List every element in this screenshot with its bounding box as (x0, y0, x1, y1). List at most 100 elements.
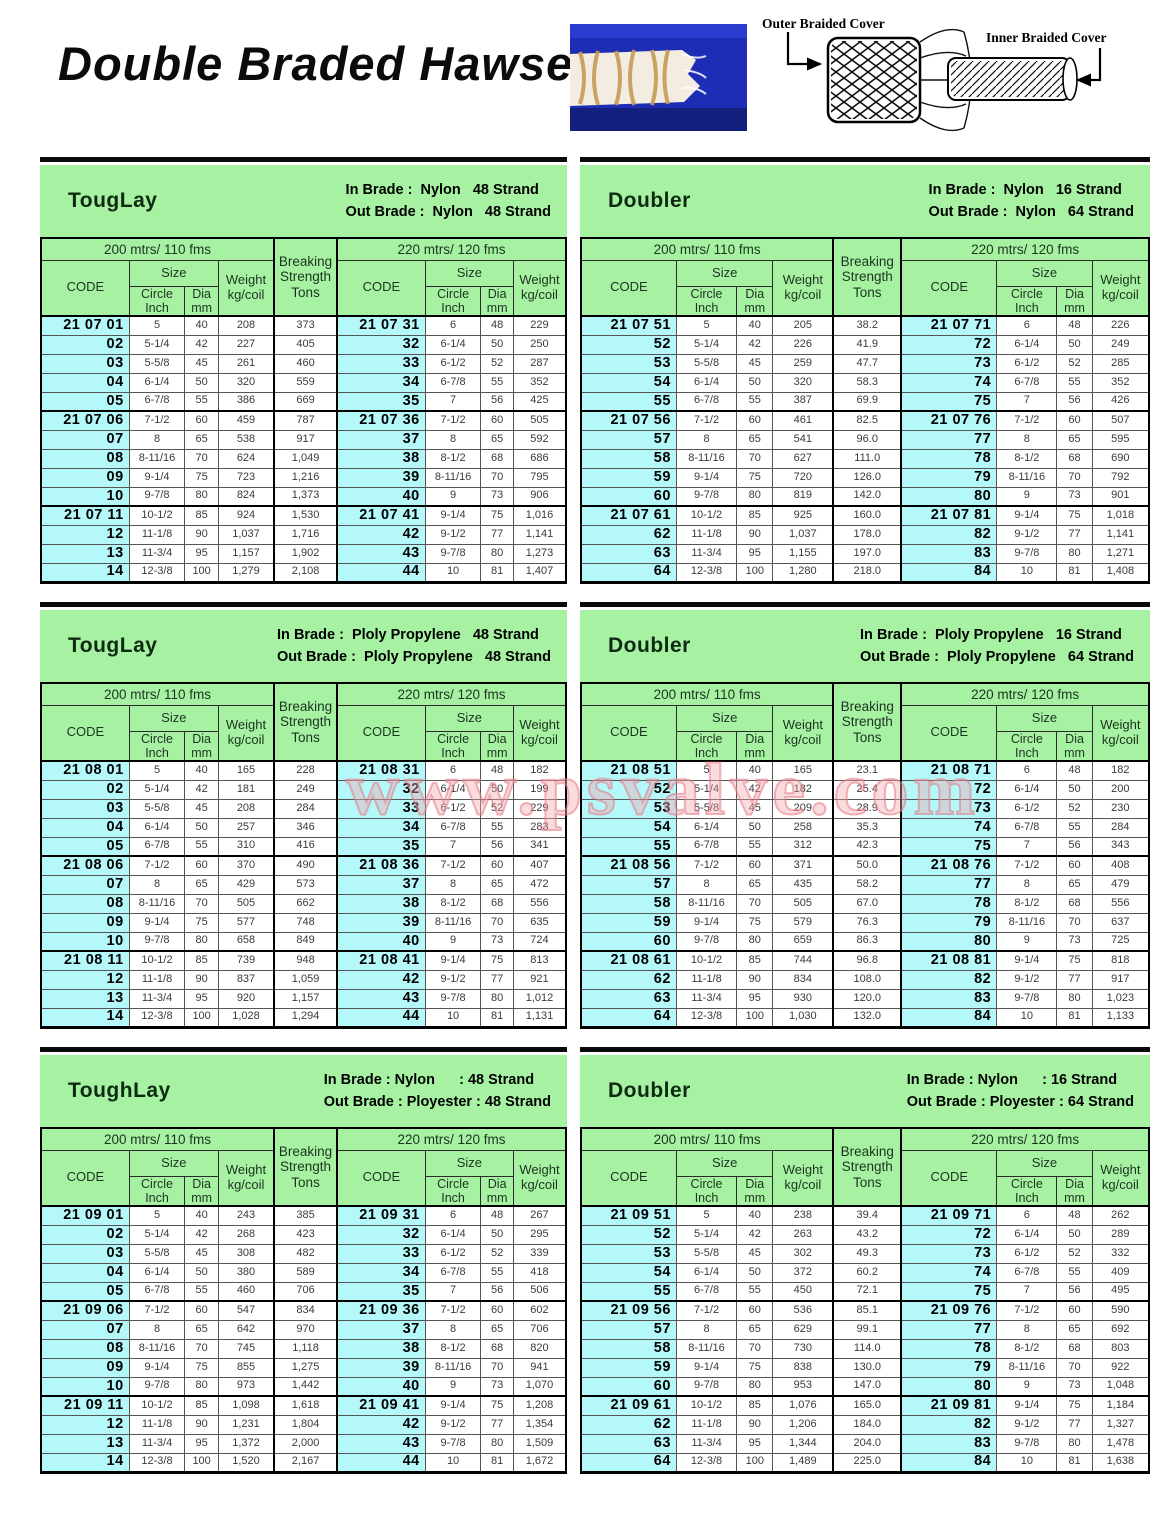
weight-cell: 536 (772, 1300, 834, 1321)
circle-inch-cell: 5 (675, 760, 738, 781)
circle-inch-cell: 6-1/4 (128, 817, 186, 838)
weight-cell: 1,208 (512, 1395, 567, 1416)
circle-inch-cell: 6-7/8 (128, 391, 186, 412)
code-cell: 34 (336, 372, 426, 393)
out-brade-line: Out Brade : Ploly Propylene 48 Strand (277, 649, 551, 665)
dia-mm-cell: 65 (736, 1319, 774, 1340)
weight-cell: 692 (1091, 1319, 1150, 1340)
code-cell: 44 (336, 1007, 426, 1028)
dia-mm-cell: 42 (184, 779, 219, 800)
table-row: 57 8 65 541 96.0 77 8 65 595 (580, 429, 1150, 450)
dia-mm-cell: 60 (184, 855, 219, 876)
dia-mm-cell: 52 (480, 798, 514, 819)
code-header: CODE (900, 259, 998, 317)
breaking-strength-cell: 970 (273, 1319, 339, 1340)
weight-cell: 460 (217, 1281, 275, 1302)
dia-mm-cell: 60 (184, 1300, 219, 1321)
table-row: 09 9-1/4 75 855 1,275 39 8-11/16 70 941 (40, 1357, 567, 1378)
dia-mm-cell: 70 (1056, 467, 1093, 488)
weight-header: Weight kg/coil (217, 704, 275, 762)
circle-inch-cell: 8 (424, 874, 482, 895)
table-row: 21 07 01 5 40 208 373 21 07 31 6 48 229 (40, 315, 567, 336)
breaking-line1: Breaking (278, 1144, 333, 1160)
breaking-strength-cell: 1,442 (273, 1376, 339, 1397)
weight-cell: 1,184 (1091, 1395, 1150, 1416)
circle-inch-cell: 7-1/2 (424, 855, 482, 876)
code-cell: 53 (580, 798, 677, 819)
code-cell: 14 (40, 1452, 130, 1473)
weight-cell: 595 (1091, 429, 1150, 450)
code-cell: 55 (580, 391, 677, 412)
dia-mm-cell: 68 (1056, 1338, 1093, 1359)
in-brade-line: In Brade : Ploly Propylene 48 Strand (277, 626, 539, 643)
breaking-strength-cell: 197.0 (832, 543, 903, 564)
code-cell: 21 09 76 (900, 1300, 998, 1321)
weight-cell: 1,030 (772, 1007, 834, 1028)
code-cell: 21 07 76 (900, 410, 998, 431)
span-220mtrs: 220 mtrs/ 120 fms (900, 237, 1150, 261)
code-cell: 34 (336, 817, 426, 838)
table-row: 08 8-11/16 70 745 1,118 38 8-1/2 68 820 (40, 1338, 567, 1359)
span-200mtrs: 200 mtrs/ 110 fms (580, 237, 834, 261)
circle-inch-cell: 5-5/8 (128, 353, 186, 374)
inner-cover-label: Inner Braided Cover (986, 30, 1107, 45)
code-header: CODE (580, 704, 677, 762)
breaking-strength-cell: 948 (273, 950, 339, 971)
breaking-strength-header: Breaking Strength Tons (832, 237, 903, 317)
top-rule (580, 1047, 1150, 1052)
circle-inch-cell: 6-1/4 (424, 779, 482, 800)
circle-inch-cell: 9-1/2 (996, 969, 1058, 990)
table-row: 62 11-1/8 90 834 108.0 82 9-1/2 77 917 (580, 969, 1150, 990)
weight-cell: 229 (512, 315, 567, 336)
dia-mm-cell: 85 (184, 1395, 219, 1416)
weight-line1: Weight (519, 717, 560, 733)
table-row: 63 11-3/4 95 1,344 204.0 83 9-7/8 80 1,478 (580, 1433, 1150, 1454)
dia-mm-cell: 70 (480, 467, 514, 488)
code-cell: 21 08 31 (336, 760, 426, 781)
table-row: 12 11-1/8 90 1,037 1,716 42 9-1/2 77 1,141 (40, 524, 567, 545)
dia-mm-header: Dia mm (184, 1175, 219, 1207)
circle-inch-cell: 10-1/2 (128, 505, 186, 526)
dia-mm-cell: 75 (184, 467, 219, 488)
table-row: 13 11-3/4 95 1,372 2,000 43 9-7/8 80 1,509 (40, 1433, 567, 1454)
weight-cell: 1,012 (512, 988, 567, 1009)
weight-cell: 370 (217, 855, 275, 876)
circle-inch-cell: 9-7/8 (128, 1376, 186, 1397)
table-row: 13 11-3/4 95 1,157 1,902 43 9-7/8 80 1,273 (40, 543, 567, 564)
dia-mm-cell: 73 (1056, 1376, 1093, 1397)
dia-mm-cell: 52 (480, 353, 514, 374)
size-header: Size (675, 1149, 774, 1177)
code-cell: 14 (40, 1007, 130, 1028)
dia-mm-cell: 45 (184, 798, 219, 819)
weight-cell: 320 (217, 372, 275, 393)
circle-inch-cell: 9-7/8 (996, 543, 1058, 564)
breaking-strength-cell: 662 (273, 893, 339, 914)
dia-mm-cell: 55 (480, 1262, 514, 1283)
dia-mm-cell: 50 (1056, 334, 1093, 355)
size-header: Size (128, 704, 219, 732)
weight-cell: 310 (217, 836, 275, 857)
circle-inch-cell: 6-1/2 (424, 798, 482, 819)
dia-mm-cell: 55 (184, 1281, 219, 1302)
weight-cell: 429 (217, 874, 275, 895)
breaking-strength-cell: 47.7 (832, 353, 903, 374)
dia-mm-cell: 81 (480, 562, 514, 583)
circle-inch-cell: 5-1/4 (128, 1224, 186, 1245)
breaking-strength-cell: 225.0 (832, 1452, 903, 1473)
weight-cell: 1,018 (1091, 505, 1150, 526)
top-rule (580, 602, 1150, 607)
weight-line2: kg/coil (521, 1176, 558, 1192)
weight-cell: 312 (772, 836, 834, 857)
weight-cell: 505 (772, 893, 834, 914)
circle-inch-cell: 6-7/8 (675, 836, 738, 857)
code-cell: 08 (40, 1338, 130, 1359)
weight-cell: 226 (772, 334, 834, 355)
weight-header: Weight kg/coil (512, 1149, 567, 1207)
circle-inch-cell: 6-1/4 (128, 1262, 186, 1283)
table-row: 10 9-7/8 80 658 849 40 9 73 724 (40, 931, 567, 952)
breaking-strength-header: Breaking Strength Tons (832, 1127, 903, 1207)
circle-inch-cell: 8-1/2 (996, 1338, 1058, 1359)
circle-inch-cell: 7-1/2 (128, 1300, 186, 1321)
weight-cell: 249 (1091, 334, 1150, 355)
circle-inch-cell: 8-11/16 (675, 1338, 738, 1359)
